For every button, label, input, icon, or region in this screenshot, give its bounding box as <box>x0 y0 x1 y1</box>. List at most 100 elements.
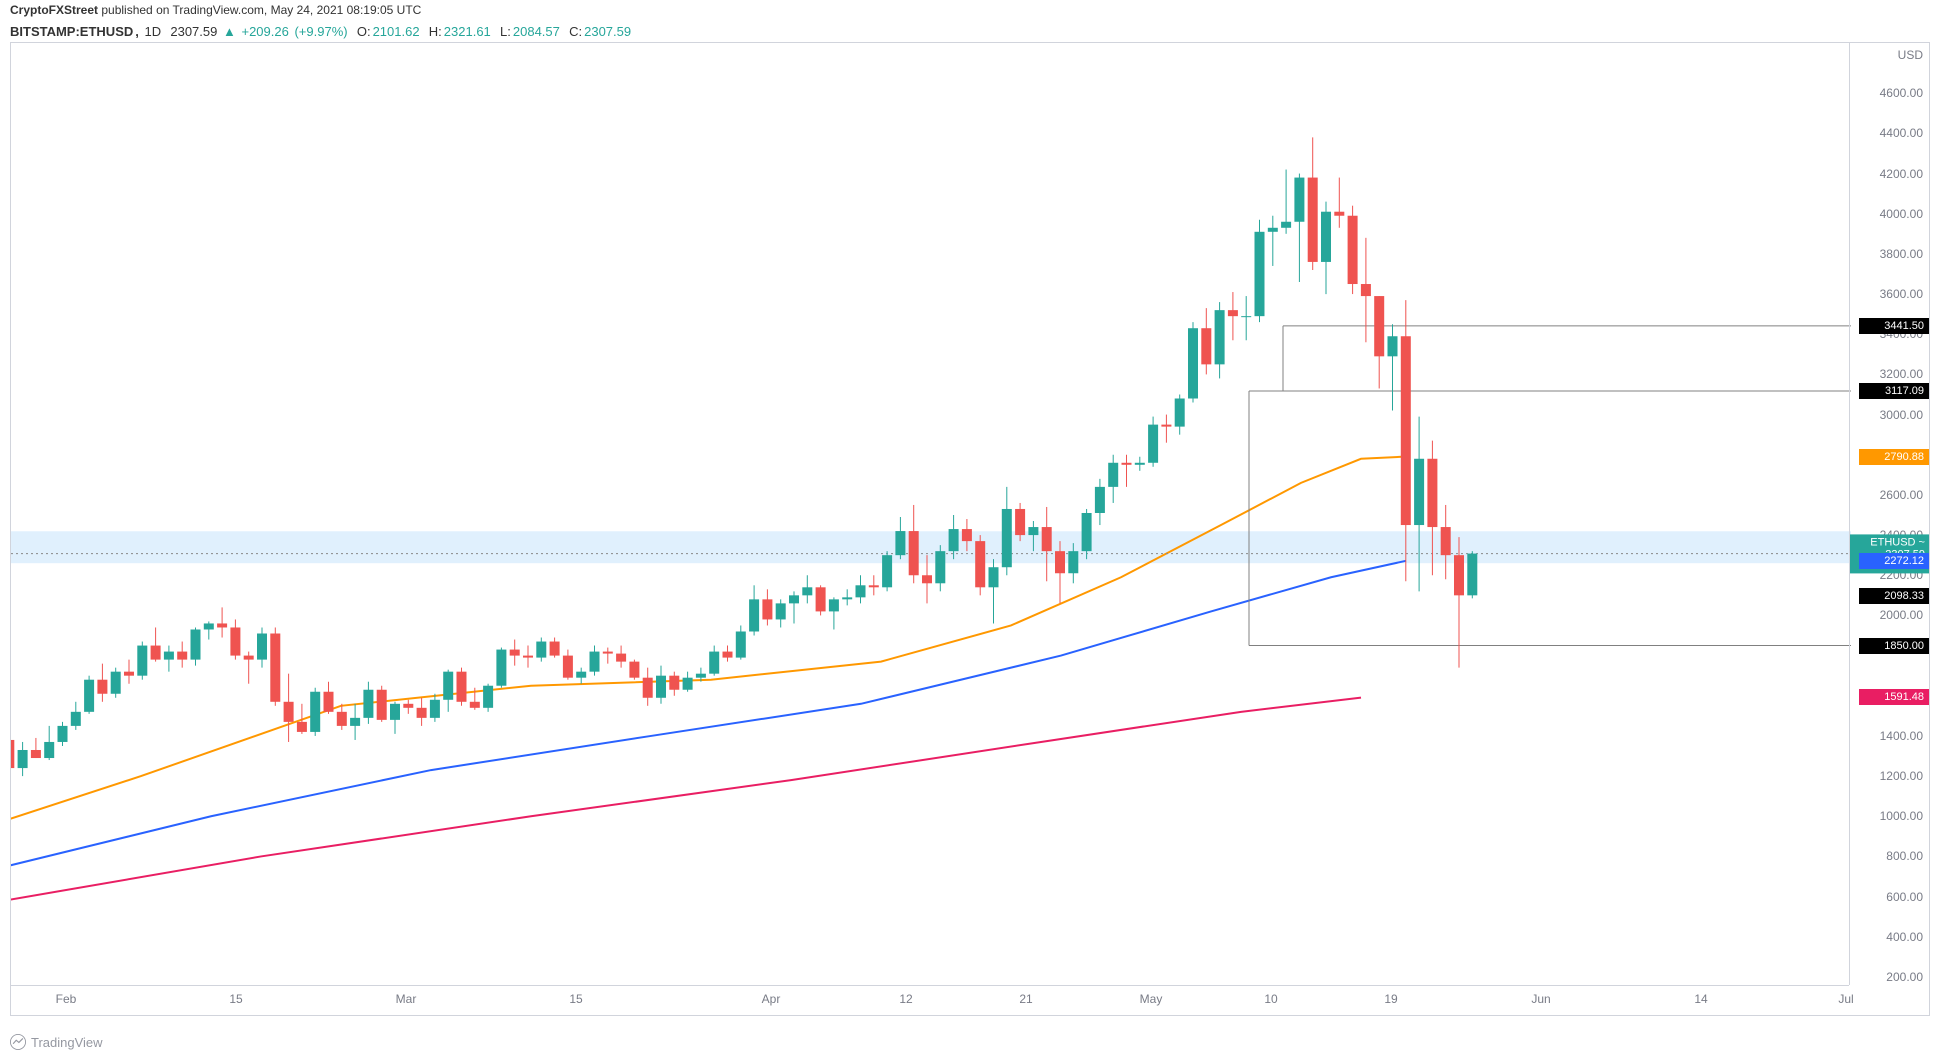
candle-body <box>1401 336 1411 525</box>
price-tag: 3117.09 <box>1859 383 1929 399</box>
candle-body <box>363 690 373 718</box>
candle-body <box>430 700 440 718</box>
candle-body <box>789 595 799 603</box>
candle-body <box>111 672 121 694</box>
candle-body <box>656 676 666 698</box>
chart-svg <box>11 43 1851 985</box>
candle-body <box>683 678 693 690</box>
candle-body <box>1268 228 1278 232</box>
candle-body <box>816 587 826 611</box>
candle-body <box>457 672 467 702</box>
y-tick-label: 1000.00 <box>1880 809 1923 823</box>
candle-body <box>1175 399 1185 427</box>
time-axis[interactable]: Feb15Mar15Apr1221May1019Jun14Jul12 <box>11 985 1849 1015</box>
candle-body <box>1388 336 1398 356</box>
tradingview-watermark: TradingView <box>10 1034 103 1050</box>
candle-body <box>935 551 945 583</box>
x-tick-label: Feb <box>56 992 77 1006</box>
chart-pane[interactable] <box>11 43 1851 985</box>
demand-zone <box>11 531 1851 563</box>
candle-body <box>1228 310 1238 316</box>
candle-body <box>510 650 520 656</box>
candle-body <box>270 634 280 702</box>
candle-body <box>244 656 254 660</box>
candle-body <box>736 631 746 657</box>
price-tag: 2272.12 <box>1859 553 1929 569</box>
candle-body <box>1241 316 1251 317</box>
x-tick-label: Apr <box>762 992 781 1006</box>
y-tick-label: 2600.00 <box>1880 488 1923 502</box>
candle-body <box>975 541 985 587</box>
candle-body <box>337 712 347 726</box>
candle-body <box>58 726 68 742</box>
candle-body <box>563 656 573 678</box>
candle-body <box>616 654 626 662</box>
candle-body <box>44 742 54 758</box>
candle-body <box>1188 328 1198 398</box>
candle-body <box>643 678 653 698</box>
candle-body <box>31 750 41 758</box>
candle-body <box>1028 527 1038 535</box>
ohlc-low: 2084.57 <box>513 24 560 39</box>
candle-body <box>1441 527 1451 555</box>
ma50-line <box>11 457 1406 829</box>
candle-body <box>297 722 307 732</box>
x-tick-label: 15 <box>569 992 582 1006</box>
y-tick-label: 3000.00 <box>1880 408 1923 422</box>
candle-body <box>137 646 147 676</box>
candle-body <box>922 575 932 583</box>
candle-body <box>230 627 240 655</box>
chart-screenshot: CryptoFXStreet published on TradingView.… <box>0 0 1935 1056</box>
candle-body <box>762 599 772 619</box>
candle-body <box>1015 509 1025 535</box>
ohlc-open: 2101.62 <box>373 24 420 39</box>
timeframe: 1D <box>145 24 162 39</box>
symbol-info-bar: BITSTAMP:ETHUSD, 1D 2307.59 ▲ +209.26 (+… <box>10 24 633 39</box>
candle-body <box>550 642 560 656</box>
candle-body <box>523 656 533 658</box>
candle-body <box>177 652 187 660</box>
last-price: 2307.59 <box>170 24 217 39</box>
candle-body <box>603 652 613 654</box>
price-tag: 1850.00 <box>1859 638 1929 654</box>
publish-text: published on TradingView.com, May 24, 20… <box>101 3 421 17</box>
candle-body <box>390 704 400 720</box>
candle-body <box>882 555 892 587</box>
y-unit-label: USD <box>1898 48 1923 62</box>
y-tick-label: 1400.00 <box>1880 729 1923 743</box>
candle-body <box>324 692 334 712</box>
candle-body <box>1348 216 1358 284</box>
y-tick-label: 3800.00 <box>1880 247 1923 261</box>
candle-body <box>989 567 999 587</box>
price-tag: 2098.33 <box>1859 588 1929 604</box>
candle-body <box>1281 222 1291 228</box>
chart-frame: 200.00400.00600.00800.001000.001200.0014… <box>10 42 1930 1016</box>
candle-body <box>856 585 866 597</box>
candle-body <box>1068 551 1078 573</box>
candle-body <box>1215 310 1225 364</box>
candle-body <box>1374 296 1384 356</box>
candle-body <box>217 623 227 627</box>
candle-body <box>191 629 201 659</box>
ma100-line <box>11 561 1406 873</box>
symbol: BITSTAMP:ETHUSD <box>10 24 133 39</box>
y-tick-label: 800.00 <box>1886 849 1923 863</box>
y-tick-label: 4000.00 <box>1880 207 1923 221</box>
candle-body <box>949 529 959 551</box>
candle-body <box>71 712 81 726</box>
x-tick-label: 14 <box>1694 992 1707 1006</box>
candle-body <box>18 750 28 768</box>
candle-body <box>1108 463 1118 487</box>
candle-body <box>1321 212 1331 262</box>
candle-body <box>470 702 480 708</box>
y-tick-label: 1200.00 <box>1880 769 1923 783</box>
candle-body <box>1467 554 1477 596</box>
candle-body <box>909 531 919 575</box>
y-tick-label: 4200.00 <box>1880 167 1923 181</box>
up-arrow-icon: ▲ <box>223 24 236 39</box>
price-tag: 3441.50 <box>1859 318 1929 334</box>
candle-body <box>1055 551 1065 573</box>
candle-body <box>151 646 161 660</box>
candle-body <box>1148 425 1158 463</box>
price-axis[interactable]: 200.00400.00600.00800.001000.001200.0014… <box>1849 43 1929 985</box>
